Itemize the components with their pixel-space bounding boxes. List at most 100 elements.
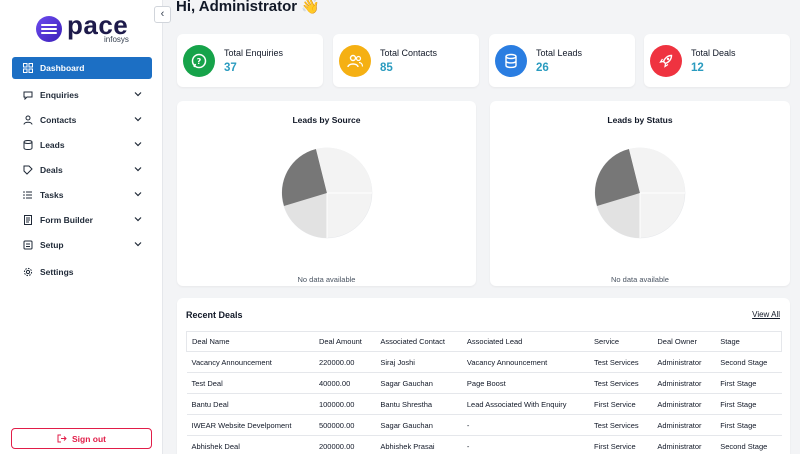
sign-out-button[interactable]: Sign out <box>11 428 152 449</box>
table-cell: Lead Associated With Enquiry <box>461 393 590 415</box>
table-cell: Abhishek Deal <box>186 435 314 454</box>
sidebar-item-label: Tasks <box>40 189 64 200</box>
leads-by-source-card: Leads by Source No data available <box>177 101 476 286</box>
table-cell: 500000.00 <box>313 414 376 436</box>
table-cell: Sagar Gauchan <box>375 372 462 394</box>
table-cell: Second Stage <box>715 435 782 454</box>
sidebar-item-deals[interactable]: Deals <box>12 157 152 182</box>
rocket-icon <box>650 45 682 77</box>
empty-pie-placeholder <box>594 147 686 239</box>
column-header: Stage <box>715 331 782 352</box>
stat-card-deals[interactable]: Total Deals 12 <box>644 34 790 87</box>
table-cell: Administrator <box>652 351 716 373</box>
table-cell: Test Deal <box>186 372 314 394</box>
table-cell: Administrator <box>652 393 716 415</box>
sidebar-item-tasks[interactable]: Tasks <box>12 182 152 207</box>
chevron-down-icon <box>134 167 142 172</box>
section-title: Recent Deals <box>186 310 243 320</box>
sidebar-item-label: Enquiries <box>40 89 79 100</box>
table-cell: Bantu Deal <box>186 393 314 415</box>
chat-icon <box>23 90 33 100</box>
stat-value: 85 <box>380 62 393 74</box>
sidebar-item-dashboard[interactable]: Dashboard <box>12 57 152 79</box>
sidebar-item-settings[interactable]: Settings <box>12 259 152 284</box>
database-icon <box>495 45 527 77</box>
table-cell: Vacancy Announcement <box>461 351 590 373</box>
sidebar-item-label: Deals <box>40 164 63 175</box>
enquiry-chat-icon: ? <box>183 45 215 77</box>
column-header: Deal Name <box>186 331 314 352</box>
sidebar-item-form-builder[interactable]: Form Builder <box>12 207 152 232</box>
table-row[interactable]: Test Deal 40000.00 Sagar Gauchan Page Bo… <box>186 372 782 394</box>
stat-label: Total Deals <box>691 48 736 58</box>
chevron-down-icon <box>134 217 142 222</box>
list-icon <box>23 190 33 200</box>
sidebar: pace infosys Dashboard Enquiries Contact… <box>0 0 163 454</box>
table-cell: First Stage <box>715 372 782 394</box>
table-cell: Sagar Gauchan <box>375 414 462 436</box>
setup-icon <box>23 240 33 250</box>
brand-sub: infosys <box>104 35 129 44</box>
table-cell: Page Boost <box>461 372 590 394</box>
sidebar-item-leads[interactable]: Leads <box>12 132 152 157</box>
table-cell: Second Stage <box>715 351 782 373</box>
database-icon <box>23 139 33 150</box>
table-cell: - <box>461 435 590 454</box>
table-cell: Vacancy Announcement <box>186 351 314 373</box>
column-header: Associated Contact <box>375 331 462 352</box>
stat-label: Total Contacts <box>380 48 438 58</box>
brand-name: pace <box>67 10 129 40</box>
view-all-link[interactable]: View All <box>752 310 780 319</box>
table-cell: - <box>461 414 590 436</box>
recent-deals-table: Deal Name Deal Amount Associated Contact… <box>186 331 782 454</box>
chevron-down-icon <box>134 192 142 197</box>
table-cell: Test Services <box>589 351 653 373</box>
table-cell: Administrator <box>652 414 716 436</box>
table-row[interactable]: Bantu Deal 100000.00 Bantu Shrestha Lead… <box>186 393 782 415</box>
table-cell: First Service <box>589 435 653 454</box>
sidebar-nav: Dashboard Enquiries Contacts Leads Deals… <box>12 57 152 284</box>
stat-value: 12 <box>691 62 704 74</box>
recent-deals-card: Recent Deals View All Deal Name Deal Amo… <box>177 298 790 454</box>
sidebar-item-contacts[interactable]: Contacts <box>12 107 152 132</box>
tag-icon <box>23 165 33 175</box>
table-header-row: Deal Name Deal Amount Associated Contact… <box>186 331 782 352</box>
table-row[interactable]: IWEAR Website Develpoment 500000.00 Saga… <box>186 414 782 436</box>
table-cell: Administrator <box>652 435 716 454</box>
table-cell: First Service <box>589 393 653 415</box>
table-cell: Test Services <box>589 414 653 436</box>
collapse-sidebar-button[interactable]: ‹ <box>154 6 171 23</box>
no-data-text: No data available <box>297 275 356 284</box>
form-icon <box>23 214 33 225</box>
logo-mark-icon <box>36 16 62 42</box>
stat-card-enquiries[interactable]: ? Total Enquiries 37 <box>177 34 323 87</box>
stat-card-leads[interactable]: Total Leads 26 <box>489 34 635 87</box>
stat-value: 26 <box>536 62 549 74</box>
table-cell: Abhishek Prasai <box>375 435 462 454</box>
sidebar-item-label: Settings <box>40 266 74 277</box>
chevron-down-icon <box>134 142 142 147</box>
chart-title: Leads by Status <box>607 115 673 125</box>
brand-logo[interactable]: pace infosys <box>36 10 136 44</box>
sidebar-item-label: Form Builder <box>40 214 93 225</box>
stat-card-contacts[interactable]: Total Contacts 85 <box>333 34 479 87</box>
grid-icon <box>23 63 33 73</box>
sidebar-item-label: Leads <box>40 139 65 150</box>
empty-pie-placeholder <box>281 147 373 239</box>
table-cell: 220000.00 <box>313 351 376 373</box>
table-row[interactable]: Vacancy Announcement 220000.00 Siraj Jos… <box>186 351 782 373</box>
chevron-left-icon: ‹ <box>160 8 165 20</box>
stat-label: Total Enquiries <box>224 48 284 58</box>
sign-out-label: Sign out <box>72 433 106 444</box>
sidebar-item-label: Dashboard <box>40 63 85 73</box>
stat-label: Total Leads <box>536 48 583 58</box>
chart-title: Leads by Source <box>292 115 361 125</box>
chevron-down-icon <box>134 242 142 247</box>
column-header: Service <box>589 331 653 352</box>
sidebar-item-enquiries[interactable]: Enquiries <box>12 82 152 107</box>
table-cell: Administrator <box>652 372 716 394</box>
sidebar-item-setup[interactable]: Setup <box>12 232 152 257</box>
table-cell: Test Services <box>589 372 653 394</box>
chevron-down-icon <box>134 92 142 97</box>
table-row[interactable]: Abhishek Deal 200000.00 Abhishek Prasai … <box>186 435 782 454</box>
